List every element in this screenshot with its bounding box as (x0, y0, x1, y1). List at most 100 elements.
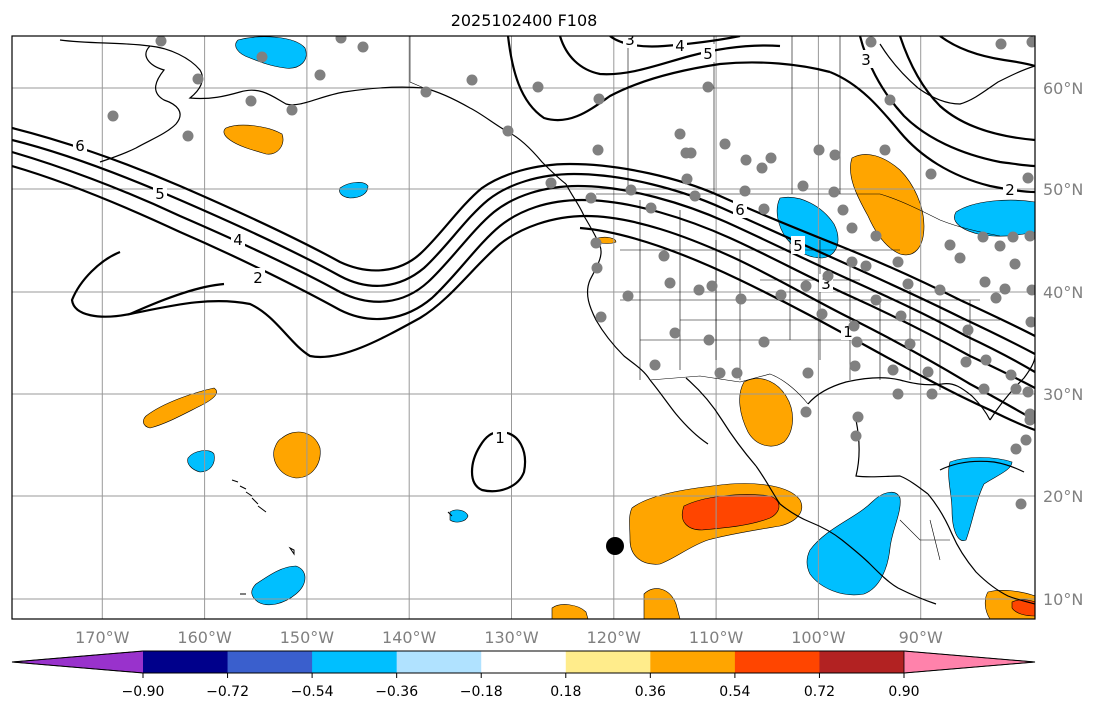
colorbar-extend-high (903, 650, 1036, 674)
contour-label-bg (859, 50, 873, 68)
contour-label: 4 (233, 231, 243, 249)
colorbar-segment (396, 651, 482, 673)
longitude-label: 110°W (689, 628, 744, 647)
shaded-regions (143, 36, 1035, 619)
colorbar-tick-label: −0.72 (206, 684, 249, 700)
contour-label-bg (73, 136, 87, 154)
station-marker (735, 293, 747, 305)
station-marker (1015, 498, 1027, 510)
latitude-label: 30°N (1043, 385, 1083, 404)
latitude-label: 40°N (1043, 283, 1083, 302)
contour-label: 2 (1005, 181, 1015, 199)
shade-orange-mn (850, 154, 925, 256)
colorbar-segment (227, 651, 313, 673)
station-marker (822, 270, 834, 282)
station-marker (846, 222, 858, 234)
contour-label: 6 (75, 137, 85, 155)
station-marker (934, 284, 946, 296)
colorbar-segment (734, 651, 820, 673)
station-marker (1022, 172, 1034, 184)
station-marker (182, 130, 194, 142)
station-marker (591, 262, 603, 274)
contour-jet-2 (12, 138, 1035, 355)
shade-orange-bottom-2 (643, 588, 681, 619)
contour-closed-small (470, 430, 527, 493)
station-marker (1025, 316, 1035, 328)
border-central-am (899, 519, 950, 561)
coast-central-am (927, 493, 1035, 605)
station-marker (714, 367, 726, 379)
station-marker (674, 128, 686, 140)
station-marker (816, 308, 828, 320)
station-marker (851, 336, 863, 348)
longitude-label: 160°W (177, 628, 232, 647)
contour-label: 4 (675, 37, 685, 55)
contour-label: 6 (735, 201, 745, 219)
station-marker (706, 280, 718, 292)
longitude-label: 90°W (899, 628, 943, 647)
station-marker (1026, 36, 1035, 48)
station-marker (860, 260, 872, 272)
coast-cuba (939, 460, 1025, 473)
station-marker (1024, 408, 1035, 420)
station-marker (314, 69, 326, 81)
station-marker (703, 334, 715, 346)
station-marker (850, 430, 862, 442)
map-frame (11, 35, 1036, 620)
station-markers (107, 36, 1035, 510)
station-marker (979, 276, 991, 288)
contour-lines (12, 36, 1035, 493)
station-marker (1010, 443, 1022, 455)
colorbar-ticks: −0.90 −0.72 −0.54 −0.36 −0.18 0.18 0.36 0.54 0.7… (122, 673, 920, 700)
shade-orange-baja (739, 378, 793, 447)
latitude-label: 50°N (1043, 180, 1083, 199)
shade-cyan-small-2 (449, 509, 469, 523)
contour-label-bg (251, 268, 265, 286)
shade-redorange-epac (682, 494, 780, 531)
station-marker (1022, 386, 1034, 398)
station-marker (775, 289, 787, 301)
station-marker (466, 74, 478, 86)
colorbar-extend-low (11, 650, 145, 674)
station-marker (245, 95, 257, 107)
station-marker (954, 252, 966, 264)
contour-label: 3 (821, 275, 831, 293)
station-marker (756, 162, 768, 174)
islands (231, 479, 453, 595)
longitude-label: 130°W (484, 628, 539, 647)
station-marker (765, 152, 777, 164)
station-marker (884, 94, 896, 106)
station-marker (658, 250, 670, 262)
station-marker (828, 186, 840, 198)
station-marker (669, 327, 681, 339)
contour-label-bg (1003, 180, 1017, 198)
station-marker (1009, 258, 1021, 270)
station-marker (879, 144, 891, 156)
coast-hudson (879, 43, 1035, 105)
station-marker (1010, 383, 1022, 395)
station-marker (286, 104, 298, 116)
station-marker (800, 280, 812, 292)
contour-label: 3 (625, 31, 635, 49)
station-marker (590, 237, 602, 249)
border-us-mexico (649, 373, 809, 405)
station-marker (800, 406, 812, 418)
station-marker (649, 359, 661, 371)
contour-jet-4 (12, 164, 1035, 389)
colorbar-segment (143, 651, 229, 673)
shade-cyan-hawaii-w (187, 450, 215, 473)
station-marker (758, 203, 770, 215)
station-marker (532, 81, 544, 93)
colorbar-tick-label: 0.54 (719, 684, 750, 700)
contour-label-bg (493, 428, 507, 446)
contour-jet-5 (70, 214, 1035, 421)
storm-center-marker (606, 537, 624, 555)
contour-label-bg (733, 200, 747, 218)
contour-label-bg (673, 36, 687, 54)
contour-east-2 (858, 36, 1035, 168)
latitude-label: 10°N (1043, 590, 1083, 609)
contour-label-bg (701, 44, 715, 62)
hawaii-islands (231, 479, 267, 513)
latitude-labels: 60°N 50°N 40°N 30°N 20°N 10°N (1043, 79, 1083, 609)
